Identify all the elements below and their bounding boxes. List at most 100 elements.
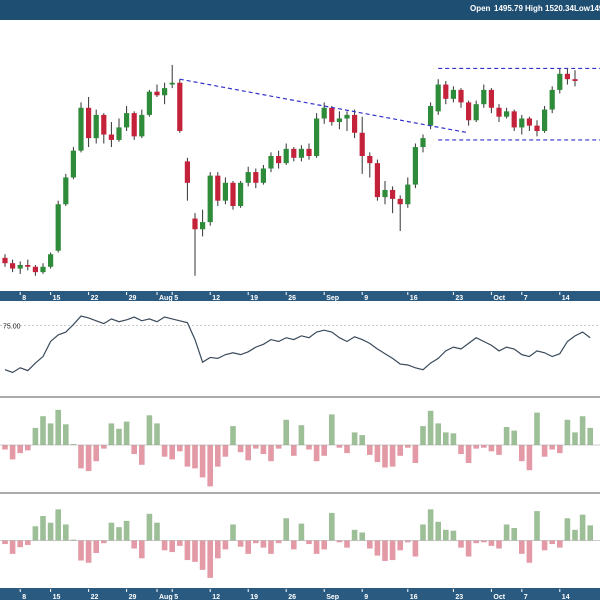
histogram-bar	[359, 532, 365, 541]
reference-label: 75.00	[3, 324, 21, 331]
histogram-bar	[465, 445, 472, 463]
histogram-bar	[222, 540, 229, 550]
histogram-bar	[572, 529, 578, 541]
x-tick-label: 5	[174, 295, 178, 302]
candle-body	[86, 107, 92, 139]
histogram-bar	[55, 409, 61, 445]
histogram-bar	[177, 445, 183, 452]
histogram-bar	[443, 432, 449, 445]
candle-body	[291, 148, 297, 158]
candle-body	[55, 204, 61, 251]
candle-body	[63, 177, 69, 205]
candle-body	[336, 118, 342, 123]
candle-body	[184, 161, 190, 183]
candle-body	[443, 84, 449, 99]
histogram-bar	[275, 540, 282, 544]
histogram-bar	[78, 445, 84, 469]
candle-body	[101, 114, 107, 135]
histogram-bar	[55, 509, 61, 541]
histogram-bar	[389, 445, 396, 467]
histogram-bar	[47, 423, 54, 445]
histogram-bar	[557, 445, 563, 454]
price-panel	[2, 64, 600, 276]
histogram-bar	[359, 435, 365, 445]
candle-body	[397, 198, 403, 205]
histogram-bar	[496, 540, 502, 549]
histogram-bar	[298, 523, 305, 541]
candle-body	[268, 156, 274, 169]
histogram-bar	[17, 445, 23, 454]
oscillator-panel: 75.00	[0, 315, 600, 374]
candle-body	[131, 113, 137, 137]
histogram-bar	[427, 509, 434, 541]
histogram-bar	[587, 427, 593, 445]
histogram-bar	[503, 427, 510, 445]
candle-body	[146, 91, 152, 115]
histogram-bar	[313, 445, 320, 462]
histogram-bar	[40, 516, 46, 541]
histogram-bar	[420, 524, 426, 541]
x-tick-label: 29	[129, 594, 137, 600]
candle-body	[458, 89, 464, 103]
histogram-bar	[215, 445, 221, 467]
histogram-bar	[9, 540, 16, 554]
histogram-bar	[435, 521, 441, 541]
candle-body	[526, 118, 532, 126]
histogram-bar	[534, 412, 540, 445]
histogram-bar	[85, 540, 92, 563]
histogram-bar	[549, 445, 555, 450]
candle-body	[40, 266, 46, 273]
candle-body	[17, 264, 23, 269]
histogram-bar	[329, 512, 335, 541]
x-tick-label: Sep	[326, 594, 339, 600]
histogram-bar	[199, 540, 206, 570]
candle-body	[359, 132, 365, 156]
histogram-bar	[260, 445, 267, 454]
open-label: Open	[470, 4, 491, 13]
candle-body	[321, 107, 327, 119]
candle-body	[116, 127, 122, 140]
candle-body	[139, 114, 145, 137]
candle-body	[48, 254, 54, 267]
histogram-bar	[93, 540, 99, 553]
candle-body	[306, 148, 312, 156]
histogram-bar	[222, 445, 229, 457]
x-tick-label: 5	[174, 594, 178, 600]
x-tick-label: 26	[288, 594, 296, 600]
candle-body	[230, 182, 236, 207]
histogram-bar	[473, 540, 479, 544]
candle-body	[542, 109, 548, 131]
histogram-bar	[374, 445, 381, 463]
histogram-bar	[268, 540, 274, 554]
candle-body	[177, 82, 183, 131]
x-tick-label: 12	[212, 594, 220, 600]
oscillator-line	[4, 315, 591, 374]
candle-body	[572, 79, 578, 81]
candle-body	[169, 82, 175, 85]
histogram-bar	[146, 513, 153, 541]
candle-body	[519, 118, 525, 128]
histogram-bar	[161, 540, 168, 551]
histogram-bar	[420, 426, 426, 445]
candle-body	[108, 134, 114, 140]
x-tick-label: 14	[562, 594, 570, 600]
histogram-bar	[146, 415, 153, 445]
histogram-bar	[131, 445, 137, 454]
histogram-bar	[25, 540, 31, 545]
histogram-bar	[481, 445, 487, 448]
candle-body	[450, 89, 456, 99]
histogram-bar	[245, 540, 251, 554]
x-tick-label: 19	[250, 295, 258, 302]
histogram-bar	[511, 528, 517, 541]
candle-body	[344, 114, 350, 119]
histogram-bar	[579, 514, 586, 541]
histogram-bar	[101, 540, 107, 544]
candle-body	[367, 156, 373, 164]
histogram-bar	[534, 511, 540, 541]
candle-body	[276, 156, 282, 164]
histogram-bar	[25, 445, 31, 451]
axis-band	[0, 291, 600, 301]
candle-body	[238, 182, 244, 207]
histogram-bar	[435, 423, 441, 445]
